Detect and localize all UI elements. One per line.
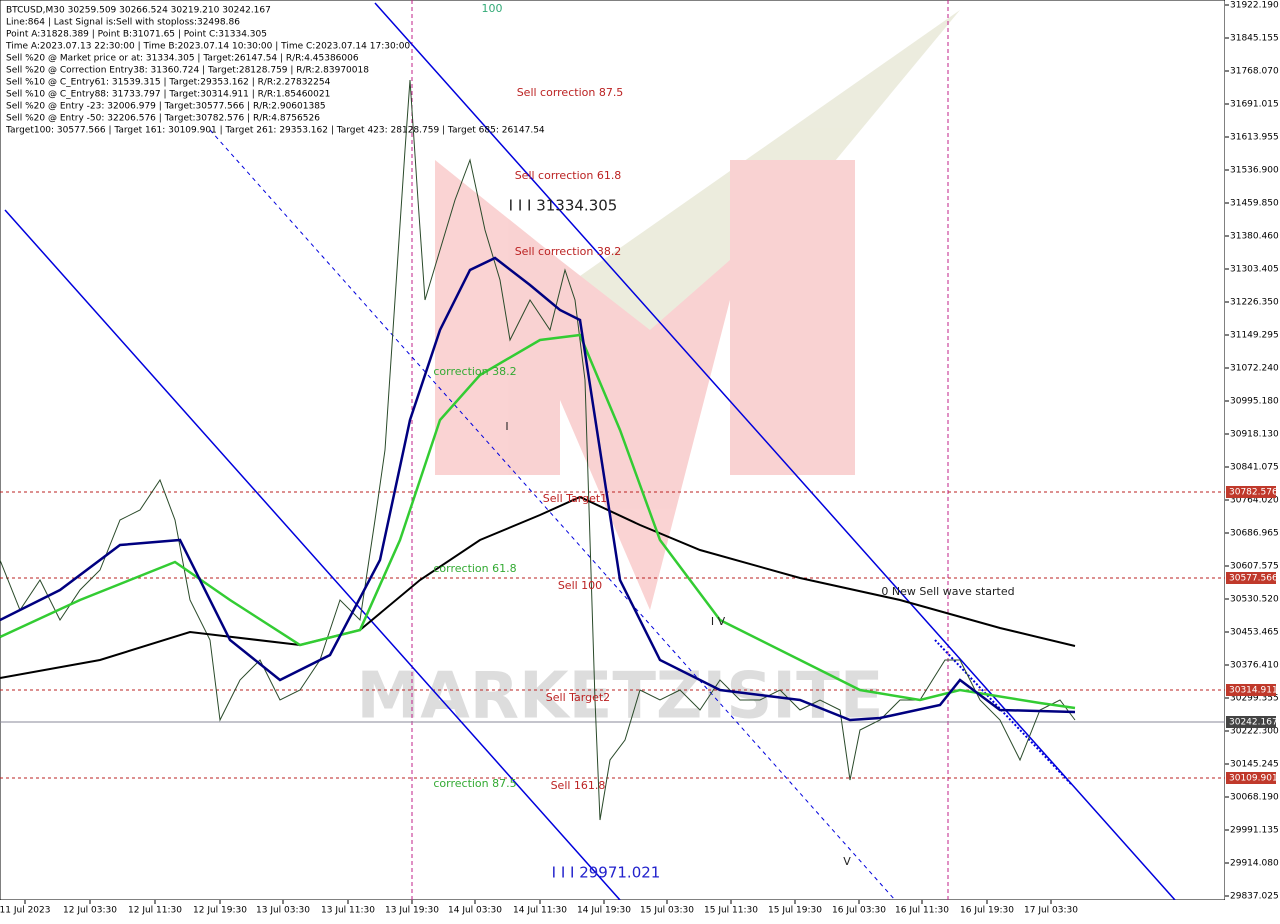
info-line: Sell %20 @ Entry -50: 32206.576 | Target… <box>6 114 320 124</box>
time-label: 12 Jul 19:30 <box>193 906 247 916</box>
time-label: 16 Jul 11:30 <box>895 906 949 916</box>
annotation: 0 New Sell wave started <box>881 585 1014 598</box>
time-label: 14 Jul 03:30 <box>448 906 502 916</box>
ma-slow <box>0 495 1076 679</box>
price-tag-label: 30242.167 <box>1229 718 1278 728</box>
annotation: correction 87.5 <box>433 777 516 790</box>
ma-fast <box>0 256 1076 722</box>
price-label: 30764.020 <box>1230 496 1279 506</box>
price-label: 30376.410 <box>1230 661 1279 671</box>
info-line: Sell %20 @ Correction Entry38: 31360.724… <box>6 66 369 76</box>
time-label: 15 Jul 03:30 <box>640 906 694 916</box>
price-tag <box>1226 716 1276 728</box>
annotation: I I I 29971.021 <box>552 864 661 882</box>
time-label: 16 Jul 19:30 <box>960 906 1014 916</box>
price-label: 30530.520 <box>1230 595 1279 605</box>
time-label: 15 Jul 11:30 <box>704 906 758 916</box>
time-label: 15 Jul 19:30 <box>768 906 822 916</box>
annotation: correction 38.2 <box>433 365 516 378</box>
price-label: 31072.240 <box>1230 364 1279 374</box>
price-tag <box>1226 572 1276 584</box>
time-label: 14 Jul 11:30 <box>513 906 567 916</box>
channel <box>4 209 621 901</box>
time-label: 14 Jul 19:30 <box>577 906 631 916</box>
info-line: BTCUSD,M30 30259.509 30266.524 30219.210… <box>6 6 271 16</box>
price-label: 30299.355 <box>1230 694 1279 704</box>
ma-mid <box>0 333 1076 710</box>
price-label: 30918.130 <box>1230 430 1279 440</box>
price-label: 31303.405 <box>1230 265 1279 275</box>
annotation: Sell 100 <box>558 579 602 592</box>
price-label: 30841.075 <box>1230 463 1279 473</box>
price-label: 29991.135 <box>1230 826 1279 836</box>
annotation: 100 <box>482 2 503 15</box>
price-label: 30453.465 <box>1230 628 1279 638</box>
time-label: 17 Jul 03:30 <box>1024 906 1078 916</box>
channel <box>374 2 1176 901</box>
price-label: 31613.955 <box>1230 133 1279 143</box>
channel <box>209 129 896 901</box>
annotation: I <box>505 420 508 433</box>
info-line: Line:864 | Last Signal is:Sell with stop… <box>6 18 240 28</box>
info-line: Target100: 30577.566 | Target 161: 30109… <box>5 126 545 136</box>
time-label: 12 Jul 11:30 <box>128 906 182 916</box>
info-line: Sell %20 @ Entry -23: 32006.979 | Target… <box>6 102 326 112</box>
price-label: 31768.070 <box>1230 67 1279 77</box>
watermark: MARKETZISITE <box>357 660 884 734</box>
price-tag <box>1226 684 1276 696</box>
info-line: Sell %10 @ C_Entry88: 31733.797 | Target… <box>6 90 330 100</box>
price-label: 31459.850 <box>1230 199 1279 209</box>
price-tag-label: 30577.566 <box>1229 574 1278 584</box>
price-tag <box>1226 486 1276 498</box>
price-tag-label: 30314.911 <box>1229 686 1278 696</box>
annotation: Sell correction 61.8 <box>515 169 622 182</box>
annotation: Sell correction 38.2 <box>515 245 622 258</box>
price-label: 31149.295 <box>1230 331 1279 341</box>
annotation: Sell correction 87.5 <box>517 86 624 99</box>
info-line: Sell %20 @ Market price or at: 31334.305… <box>6 54 359 64</box>
logo <box>435 10 960 610</box>
annotation: I V <box>711 615 726 628</box>
time-axis <box>0 900 1225 920</box>
annotation: Sell 161.8 <box>551 779 606 792</box>
annotation: I I I 31334.305 <box>509 197 618 215</box>
price-tag <box>1226 772 1276 784</box>
annotation: Sell Target2 <box>546 691 610 704</box>
info-line: Point A:31828.389 | Point B:31071.65 | P… <box>6 30 267 40</box>
price-axis <box>1225 0 1280 920</box>
price-label: 30145.245 <box>1230 760 1279 770</box>
price-label: 29837.025 <box>1230 892 1279 902</box>
annotation: V <box>843 855 851 868</box>
price-label: 31226.350 <box>1230 298 1279 308</box>
price-label: 31691.015 <box>1230 100 1279 110</box>
annotation: Sell Target1 <box>543 492 607 505</box>
price-label: 31536.900 <box>1230 166 1279 176</box>
price-label: 29914.080 <box>1230 859 1279 869</box>
annotation: correction 61.8 <box>433 562 516 575</box>
info-line: Time A:2023.07.13 22:30:00 | Time B:2023… <box>5 42 410 52</box>
time-label: 12 Jul 03:30 <box>63 906 117 916</box>
time-label: 11 Jul 2023 <box>0 906 50 916</box>
channel <box>934 639 1073 786</box>
price-label: 30686.965 <box>1230 529 1279 539</box>
price-label: 31922.190 <box>1230 1 1279 11</box>
time-label: 13 Jul 03:30 <box>256 906 310 916</box>
price-label: 30995.180 <box>1230 397 1279 407</box>
price-label: 30068.190 <box>1230 793 1279 803</box>
price-tag-label: 30782.576 <box>1229 488 1278 498</box>
price-label: 30607.575 <box>1230 562 1279 572</box>
info-line: Sell %10 @ C_Entry61: 31539.315 | Target… <box>6 78 331 88</box>
plot-area <box>0 0 1226 901</box>
price-label: 31380.460 <box>1230 232 1279 242</box>
price-tag-label: 30109.901 <box>1229 774 1278 784</box>
price-label: 30222.300 <box>1230 727 1279 737</box>
time-label: 13 Jul 19:30 <box>385 906 439 916</box>
price-label: 31845.155 <box>1230 34 1279 44</box>
time-label: 13 Jul 11:30 <box>321 906 375 916</box>
time-label: 16 Jul 03:30 <box>832 906 886 916</box>
